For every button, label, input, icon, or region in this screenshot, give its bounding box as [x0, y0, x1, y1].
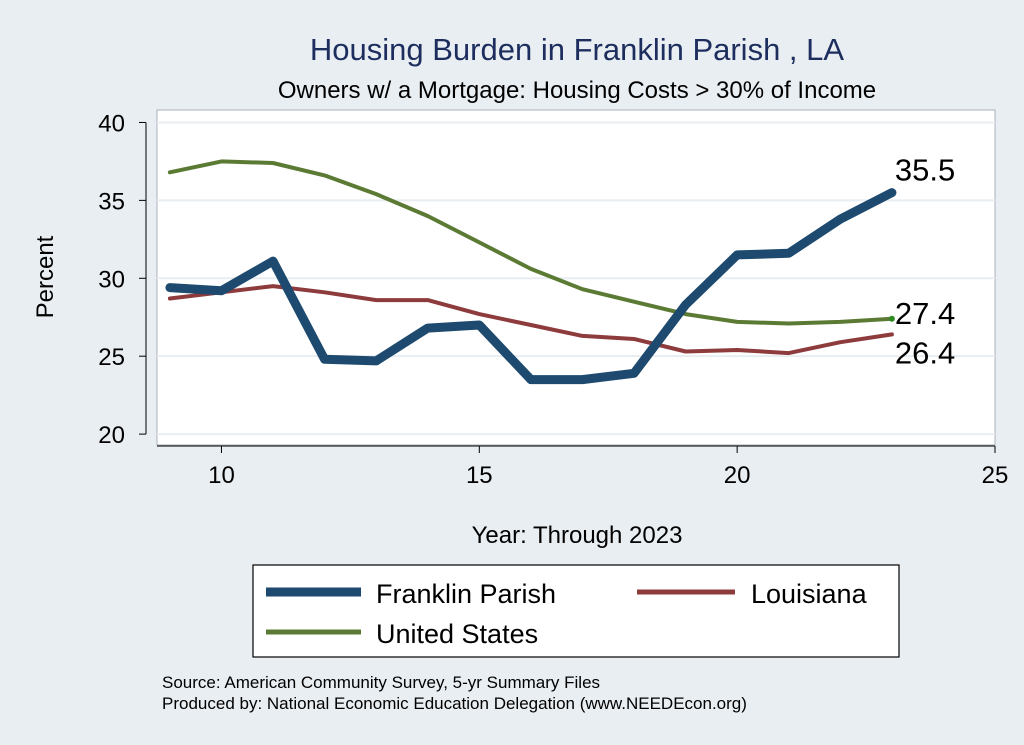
y-tick-label-25: 25 [98, 344, 125, 371]
axes: 20 25 30 35 40 10 15 20 25 [98, 110, 1008, 489]
end-label-louisiana: 26.4 [895, 335, 955, 370]
source-note: Source: American Community Survey, 5-yr … [162, 673, 600, 692]
chart-title: Housing Burden in Franklin Parish , LA [310, 32, 844, 67]
y-tick-label-40: 40 [98, 110, 125, 137]
legend: Franklin Parish Louisiana United States [252, 564, 900, 658]
y-tick-label-30: 30 [98, 266, 125, 293]
x-tick-label-20: 20 [724, 462, 751, 489]
produced-by-note: Produced by: National Economic Education… [162, 694, 747, 713]
gridlines [157, 121, 995, 436]
y-axis-label: Percent [32, 235, 59, 318]
series-line-franklin-parish [165, 188, 897, 385]
end-label-united-states: 27.4 [895, 296, 955, 331]
x-axis-label: Year: Through 2023 [472, 522, 683, 549]
end-labels: 35.5 26.4 27.4 [888, 153, 955, 370]
chart-subtitle: Owners w/ a Mortgage: Housing Costs > 30… [278, 77, 876, 104]
series-lines [165, 159, 897, 385]
series-line-united-states [167, 159, 894, 326]
endpoint-marker-united-states [888, 315, 895, 322]
legend-label-united-states: United States [376, 619, 538, 649]
x-tick-label-10: 10 [208, 462, 235, 489]
x-tick-label-15: 15 [466, 462, 493, 489]
y-tick-label-35: 35 [98, 188, 125, 215]
legend-box [252, 564, 900, 658]
end-label-franklin-parish: 35.5 [895, 153, 955, 188]
legend-label-louisiana: Louisiana [751, 579, 868, 609]
y-tick-label-20: 20 [98, 422, 125, 449]
x-tick-label-25: 25 [982, 462, 1009, 489]
legend-label-franklin-parish: Franklin Parish [376, 579, 556, 609]
